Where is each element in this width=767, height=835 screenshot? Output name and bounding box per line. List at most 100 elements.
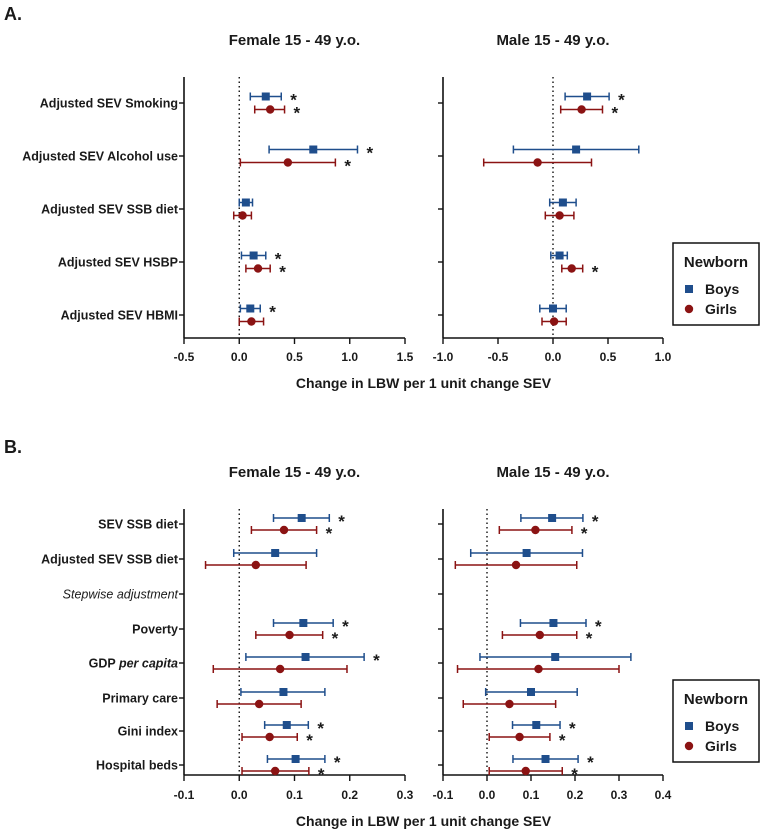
significance-star: * — [612, 104, 619, 123]
point-marker-circle — [265, 105, 275, 114]
legend-boys-marker — [685, 285, 693, 293]
x-tick-label: 0.0 — [545, 350, 562, 364]
x-tick-label: 1.5 — [397, 350, 414, 364]
boys-estimate: * — [239, 303, 276, 322]
row-label: Adjusted SEV Alcohol use — [22, 150, 178, 164]
x-tick-label: 0.1 — [286, 788, 303, 802]
significance-star: * — [318, 765, 325, 784]
row-label: Hospital beds — [96, 759, 178, 773]
point-marker-square — [249, 251, 258, 260]
girls-estimate: * — [561, 263, 599, 282]
girls-estimate: * — [241, 765, 325, 784]
significance-star: * — [559, 731, 566, 750]
girls-estimate: * — [255, 629, 339, 648]
legend-girls-label: Girls — [705, 301, 737, 317]
point-marker-square — [241, 198, 250, 207]
point-marker-square — [279, 688, 288, 696]
boys-estimate — [240, 688, 326, 696]
row-label: Adjusted SEV Smoking — [40, 97, 178, 111]
girls-estimate: * — [250, 524, 333, 543]
point-marker-circle — [549, 317, 559, 326]
x-axis-label: Change in LBW per 1 unit change SEV — [296, 375, 552, 391]
point-marker-circle — [577, 105, 586, 114]
point-marker-circle — [533, 158, 542, 167]
point-marker-circle — [535, 630, 544, 640]
panel-a: A. Adjusted SEV Smoking Adjusted SEV Alcoh… — [4, 4, 760, 391]
boys-estimate — [232, 549, 318, 557]
row-label: Gini index — [118, 725, 178, 739]
panel-label: A. — [4, 4, 22, 24]
row-label-italic-part: per capita — [118, 657, 178, 671]
x-tick-label: -1.0 — [433, 350, 454, 364]
point-marker-circle — [534, 664, 543, 674]
significance-star: * — [344, 157, 351, 176]
point-marker-square — [271, 549, 280, 557]
point-marker-circle — [253, 264, 263, 273]
row-label: Adjusted SEV HSBP — [58, 256, 178, 270]
significance-star: * — [586, 629, 593, 648]
x-tick-label: 0.0 — [231, 350, 248, 364]
boys-estimate: * — [272, 617, 349, 636]
row-label-part: GDP — [89, 657, 119, 671]
girls-estimate: * — [488, 765, 578, 784]
point-marker-circle — [531, 525, 540, 535]
significance-star: * — [595, 617, 602, 636]
point-marker-circle — [270, 766, 280, 776]
x-axis-label: Change in LBW per 1 unit change SEV — [296, 813, 552, 829]
legend-boys-label: Boys — [705, 281, 739, 297]
row-label: Adjusted SEV SSB diet — [41, 553, 179, 567]
legend-title: Newborn — [684, 691, 748, 708]
boys-estimate: * — [520, 512, 599, 531]
boys-estimate: * — [245, 651, 380, 670]
significance-star: * — [317, 719, 324, 738]
significance-star: * — [373, 651, 380, 670]
girls-estimate — [544, 211, 575, 220]
point-marker-square — [549, 304, 557, 313]
subplot-male: Male 15 - 49 y.o.-1.0 -0.5 0.0 0.5 1.0*** — [433, 32, 672, 364]
point-marker-square — [261, 92, 270, 101]
legend: Newborn Boys Girls — [672, 242, 760, 326]
significance-star: * — [366, 144, 373, 163]
boys-estimate: * — [519, 617, 602, 636]
point-marker-square — [549, 619, 558, 627]
x-tick-label: 0.5 — [600, 350, 617, 364]
significance-star: * — [279, 263, 286, 282]
row-label: Poverty — [132, 623, 178, 637]
girls-estimate: * — [559, 104, 619, 123]
point-marker-circle — [505, 699, 514, 709]
x-tick-label: 0.0 — [479, 788, 496, 802]
girls-estimate — [456, 664, 620, 674]
point-marker-square — [583, 92, 592, 101]
row-label: Stepwise adjustment — [63, 588, 179, 602]
point-marker-circle — [247, 317, 256, 326]
row-label: Adjusted SEV HBMI — [61, 309, 178, 323]
point-marker-square — [527, 688, 535, 696]
point-marker-square — [246, 304, 255, 313]
point-marker-circle — [279, 525, 289, 535]
significance-star: * — [306, 731, 313, 750]
girls-estimate — [238, 317, 265, 326]
x-tick-label: 1.0 — [655, 350, 672, 364]
point-marker-circle — [283, 158, 293, 167]
point-marker-circle — [275, 664, 285, 674]
boys-estimate: * — [240, 250, 282, 269]
point-marker-square — [297, 514, 306, 522]
significance-star: * — [587, 753, 594, 772]
girls-estimate — [204, 560, 307, 570]
x-tick-label: -0.5 — [488, 350, 509, 364]
subplot-title: Female 15 - 49 y.o. — [229, 464, 360, 481]
x-tick-label: 0.4 — [655, 788, 672, 802]
girls-estimate — [454, 560, 578, 570]
legend-boys-label: Boys — [705, 718, 739, 734]
x-tick-label: -0.1 — [174, 788, 195, 802]
boys-estimate — [484, 688, 578, 696]
girls-estimate — [541, 317, 567, 326]
girls-estimate: * — [253, 104, 301, 123]
boys-estimate: * — [266, 753, 341, 772]
x-tick-label: 0.3 — [611, 788, 628, 802]
row-labels: Adjusted SEV Smoking Adjusted SEV Alcohol… — [22, 97, 179, 323]
point-marker-square — [282, 721, 291, 729]
x-tick-label: -0.5 — [174, 350, 195, 364]
point-marker-square — [522, 549, 531, 557]
